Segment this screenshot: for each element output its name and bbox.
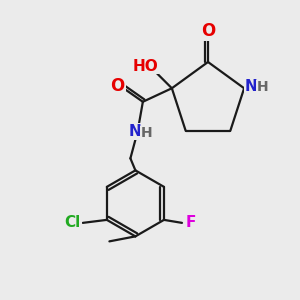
Text: O: O (201, 22, 215, 40)
Text: N: N (245, 79, 257, 94)
Text: H: H (141, 126, 152, 140)
Text: HO: HO (133, 58, 158, 74)
Text: H: H (256, 80, 268, 94)
Text: F: F (186, 215, 196, 230)
Text: O: O (110, 77, 125, 95)
Text: N: N (128, 124, 141, 139)
Text: Cl: Cl (65, 215, 81, 230)
